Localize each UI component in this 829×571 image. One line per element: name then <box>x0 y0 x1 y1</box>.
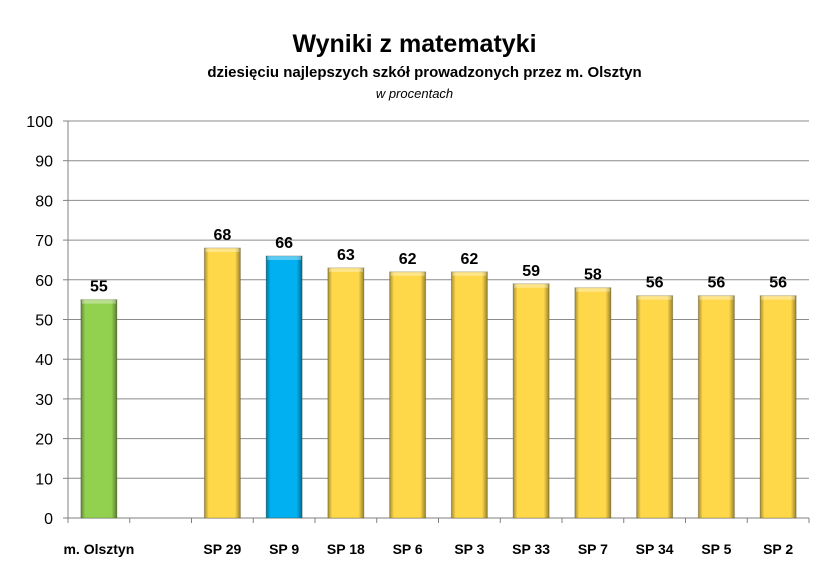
unit-note: w procentach <box>375 86 454 101</box>
bar-shading <box>389 271 426 518</box>
bar-shading <box>574 287 611 518</box>
y-tick-label: 90 <box>35 154 53 171</box>
bar-shading <box>636 295 673 518</box>
y-tick-label: 0 <box>44 511 53 528</box>
bar-shading <box>204 248 241 519</box>
bar-shading <box>80 299 117 518</box>
y-tick-label: 100 <box>26 114 53 131</box>
bar-top-bevel <box>575 287 610 292</box>
bar-shading <box>327 267 364 518</box>
x-tick-label: SP 2 <box>763 541 793 557</box>
y-tick-label: 80 <box>35 193 53 210</box>
bar-shading <box>451 271 488 518</box>
bar-shading <box>266 255 303 519</box>
y-tick-label: 70 <box>35 233 53 250</box>
x-tick-label: SP 18 <box>327 541 365 557</box>
data-label: 68 <box>213 227 231 244</box>
x-tick-label: SP 6 <box>393 541 423 557</box>
chart-title: Wyniki z matematyki <box>292 30 537 58</box>
x-tick-label: SP 33 <box>512 541 550 557</box>
data-label: 66 <box>275 235 293 252</box>
data-label: 62 <box>460 251 478 268</box>
bar-top-bevel <box>514 283 549 288</box>
bar-shading <box>698 295 735 518</box>
x-tick-label: SP 3 <box>454 541 484 557</box>
bar-top-bevel <box>761 295 796 300</box>
bar-top-bevel <box>328 267 363 272</box>
bar-shading <box>513 283 550 518</box>
x-tick-label: m. Olsztyn <box>63 541 134 557</box>
data-label: 63 <box>337 247 355 264</box>
y-tick-label: 60 <box>35 273 53 290</box>
y-tick-label: 20 <box>35 432 53 449</box>
y-tick-label: 30 <box>35 392 53 409</box>
data-label: 55 <box>90 279 108 296</box>
bar-top-bevel <box>205 248 240 253</box>
bar-top-bevel <box>81 299 116 304</box>
y-tick-label: 10 <box>35 471 53 488</box>
data-label: 56 <box>769 275 787 292</box>
x-tick-label: SP 9 <box>269 541 299 557</box>
y-tick-label: 50 <box>35 313 53 330</box>
bar-top-bevel <box>452 271 487 276</box>
bar-top-bevel <box>267 255 302 260</box>
y-tick-label: 40 <box>35 352 53 369</box>
data-label: 56 <box>707 275 725 292</box>
bar-shading <box>760 295 797 518</box>
bar-top-bevel <box>699 295 734 300</box>
data-label: 58 <box>584 267 602 284</box>
x-tick-label: SP 34 <box>636 541 674 557</box>
bar-top-bevel <box>390 271 425 276</box>
bar-top-bevel <box>637 295 672 300</box>
data-label: 59 <box>522 263 540 280</box>
x-tick-label: SP 7 <box>578 541 608 557</box>
data-label: 62 <box>399 251 417 268</box>
data-label: 56 <box>646 275 664 292</box>
x-tick-label: SP 5 <box>701 541 731 557</box>
chart-subtitle: dziesięciu najlepszych szkół prowadzonyc… <box>207 64 642 81</box>
x-tick-label: SP 29 <box>203 541 241 557</box>
